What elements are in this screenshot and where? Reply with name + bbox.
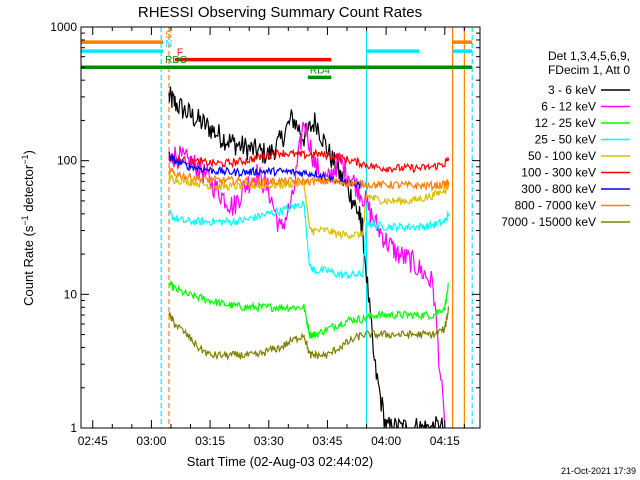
series-line bbox=[168, 151, 364, 189]
y-axis-label-sup2: −1 bbox=[20, 155, 30, 165]
y-axis-label-sup: −1 bbox=[20, 215, 30, 225]
y-axis-label-close: ) bbox=[21, 150, 36, 154]
x-tick-label: 04:00 bbox=[371, 434, 401, 448]
series-line bbox=[168, 86, 445, 428]
flag-label: RDO bbox=[165, 55, 187, 66]
flag-label: N bbox=[165, 39, 172, 50]
legend-entry-label: 7000 - 15000 keV bbox=[501, 215, 596, 229]
timestamp: 21-Oct-2021 17:39 bbox=[561, 466, 636, 476]
series-line bbox=[168, 147, 450, 174]
y-axis-label-part: Count Rate (s bbox=[21, 225, 36, 306]
legend-entry-label: 100 - 300 keV bbox=[521, 166, 596, 180]
flag-label: F bbox=[177, 48, 183, 59]
legend-entry-label: 50 - 100 keV bbox=[528, 149, 596, 163]
x-tick-label: 03:15 bbox=[195, 434, 225, 448]
chart-title: RHESSI Observing Summary Count Rates bbox=[138, 4, 422, 21]
x-axis-label: Start Time (02-Aug-03 02:44:02) bbox=[187, 454, 373, 469]
x-axis-ticks: 02:45 03:00 03:15 03:30 03:45 04:00 04:15 bbox=[78, 27, 465, 448]
series-line bbox=[168, 306, 450, 361]
legend: Det 1,3,4,5,6,9, FDecim 1, Att 0 3 - 6 k… bbox=[501, 49, 630, 229]
flag-label: RD4 bbox=[310, 65, 330, 76]
x-tick-label: 04:15 bbox=[430, 434, 460, 448]
flag-label: S bbox=[165, 30, 172, 41]
series-line bbox=[168, 166, 450, 193]
x-tick-label: 03:45 bbox=[312, 434, 342, 448]
legend-entry-label: 800 - 7000 keV bbox=[515, 199, 596, 213]
series-line bbox=[168, 172, 450, 240]
y-axis-label-mid: detector bbox=[21, 164, 36, 215]
y-tick-label: 10 bbox=[64, 287, 78, 301]
legend-entry-label: 6 - 12 keV bbox=[541, 100, 596, 114]
series-line bbox=[168, 280, 450, 339]
y-axis-label: Count Rate (s−1 detector−1) bbox=[20, 150, 36, 306]
legend-entry-label: 12 - 25 keV bbox=[535, 116, 596, 130]
series-line bbox=[168, 200, 450, 280]
y-axis-ticks: 1 10 100 1000 bbox=[50, 20, 480, 435]
x-tick-label: 03:00 bbox=[136, 434, 166, 448]
legend-entry-label: 25 - 50 keV bbox=[535, 133, 596, 147]
x-tick-label: 03:30 bbox=[254, 434, 284, 448]
x-tick-label: 02:45 bbox=[78, 434, 108, 448]
plot-frame bbox=[80, 26, 481, 429]
y-tick-label: 1 bbox=[70, 421, 77, 435]
data-series bbox=[168, 86, 450, 428]
legend-entry-label: 3 - 6 keV bbox=[548, 83, 596, 97]
legend-header-2: FDecim 1, Att 0 bbox=[548, 63, 630, 77]
legend-header-1: Det 1,3,4,5,6,9, bbox=[548, 49, 630, 63]
legend-entry-label: 300 - 800 keV bbox=[521, 182, 596, 196]
series-line bbox=[168, 121, 446, 428]
y-tick-label: 1000 bbox=[50, 20, 77, 34]
y-tick-label: 100 bbox=[57, 154, 77, 168]
